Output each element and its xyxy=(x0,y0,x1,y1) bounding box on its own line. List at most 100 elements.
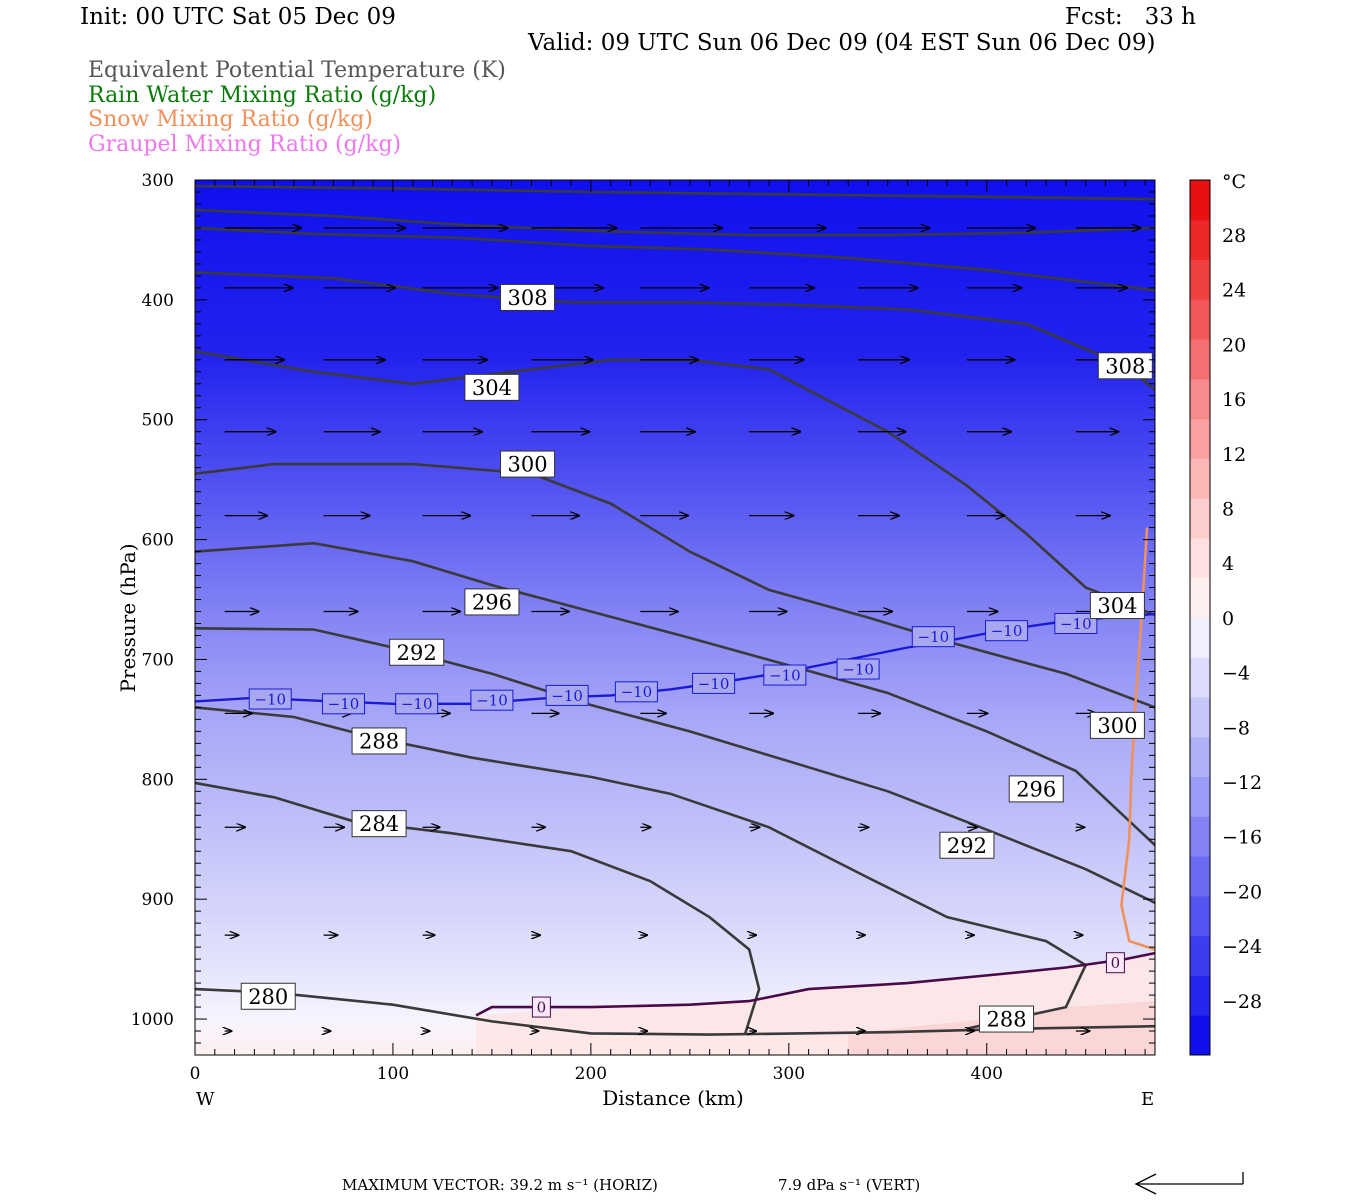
west-label: W xyxy=(196,1089,215,1110)
isotherm-label: −10 xyxy=(476,692,508,710)
isotherm-label: −10 xyxy=(621,683,653,701)
colorbar-label: 20 xyxy=(1222,334,1246,356)
colorbar-label: −4 xyxy=(1222,663,1250,685)
colorbar-segment xyxy=(1190,935,1210,976)
snow-mixing-ratio-contour xyxy=(1120,527,1155,951)
theta-e-label-box xyxy=(240,982,296,1010)
theta-e-label-box xyxy=(1008,775,1064,803)
isotherm-label-box xyxy=(911,626,955,648)
theta-e-label-box xyxy=(979,1005,1035,1033)
isotherm-label-box xyxy=(1054,612,1098,634)
y-tick-label: 500 xyxy=(142,411,174,431)
isotherm-label-box xyxy=(321,693,365,715)
colorbar-segment xyxy=(1190,975,1210,1016)
theta-e-line xyxy=(195,226,1155,292)
colorbar-label: 24 xyxy=(1222,280,1246,302)
theta-e-label: 308 xyxy=(1105,354,1145,378)
theta-e-line xyxy=(195,627,1155,904)
colorbar-unit: °C xyxy=(1222,171,1246,193)
x-tick-label: 100 xyxy=(377,1064,409,1084)
colorbar-segment xyxy=(1190,577,1210,618)
theta-e-label-box xyxy=(1097,352,1153,380)
init-time: Init: 00 UTC Sat 05 Dec 09 xyxy=(80,4,396,30)
theta-e-label-box xyxy=(500,283,556,311)
snow-line xyxy=(1120,527,1155,951)
colorbar-segment xyxy=(1190,339,1210,380)
theta-e-line xyxy=(195,184,1155,201)
colorbar-segment xyxy=(1190,776,1210,817)
colorbar-segment xyxy=(1190,657,1210,698)
y-tick-label: 400 xyxy=(142,291,174,311)
isotherm-label: −10 xyxy=(254,690,286,708)
isotherm-label: −10 xyxy=(991,622,1023,640)
theta-e-label: 288 xyxy=(986,1008,1026,1032)
x-tick-label: 400 xyxy=(971,1064,1003,1084)
y-tick-label: 700 xyxy=(142,650,174,670)
plot-background xyxy=(195,180,1155,1055)
y-tick-label: 800 xyxy=(142,770,174,790)
isotherm-label-box xyxy=(985,620,1029,642)
isotherm-zero: 00 xyxy=(475,951,1155,1018)
east-label: E xyxy=(1141,1089,1154,1110)
colorbar-segment xyxy=(1190,537,1210,579)
colorbar-segment xyxy=(1190,458,1210,499)
legend-entry: Equivalent Potential Temperature (K) xyxy=(88,58,506,83)
isotherm-label-box xyxy=(692,672,736,694)
x-tick-label: 300 xyxy=(773,1064,805,1084)
colorbar-label: −28 xyxy=(1222,991,1262,1013)
isotherm-label: −10 xyxy=(917,628,949,646)
colorbar-label: −16 xyxy=(1222,827,1262,849)
forecast-hour: Fcst: 33 h xyxy=(1065,4,1196,30)
theta-e-label-box xyxy=(389,638,445,666)
y-tick-label: 900 xyxy=(142,890,174,910)
theta-e-label: 304 xyxy=(1097,594,1137,618)
isotherm-label-box xyxy=(763,664,807,686)
colorbar-label: 12 xyxy=(1222,444,1246,466)
isotherm-label: −10 xyxy=(551,687,583,705)
colorbar-segment xyxy=(1190,180,1210,221)
wind-vectors xyxy=(225,228,1141,1031)
isotherm-minus10: −10 −10 −10 −10 −10 −10 −10 −10 −10 −10 −10 −10 xyxy=(195,612,1155,715)
isotherm-label: −10 xyxy=(401,695,433,713)
colorbar-label: 16 xyxy=(1222,389,1246,411)
contour-labels: 280 284 288 292 296 300 304 308 308 304 300 296 292 2… xyxy=(240,283,1153,1033)
reference-vector-icon xyxy=(1134,1172,1244,1195)
theta-e-line xyxy=(195,350,1155,617)
isotherm-label-box xyxy=(614,681,658,703)
theta-e-label: 300 xyxy=(1097,714,1137,738)
valid-time: Valid: 09 UTC Sun 06 Dec 09 (04 EST Sun … xyxy=(528,30,1156,56)
colorbar-segment xyxy=(1190,736,1210,778)
theta-e-label-box xyxy=(1089,592,1145,620)
isotherm-line xyxy=(475,951,1155,1017)
isotherm-label: −10 xyxy=(842,660,874,678)
isotherm-label: −10 xyxy=(698,675,730,693)
colorbar-segment xyxy=(1190,617,1210,658)
theta-e-label: 284 xyxy=(359,812,399,836)
colorbar-segment xyxy=(1190,299,1210,340)
colorbar-segment xyxy=(1190,378,1210,420)
legend-entry: Graupel Mixing Ratio (g/kg) xyxy=(88,131,402,157)
isotherm-label-box xyxy=(395,693,439,715)
colorbar-segment xyxy=(1190,895,1210,937)
isotherm-label-box xyxy=(531,996,551,1018)
y-axis-label: Pressure (hPa) xyxy=(116,544,140,693)
colorbar-segment xyxy=(1190,418,1210,459)
theta-e-label: 300 xyxy=(507,453,547,477)
isotherm-label-box xyxy=(1105,952,1125,974)
legend-entry: Snow Mixing Ratio (g/kg) xyxy=(88,107,373,132)
isotherm-label: −10 xyxy=(769,666,801,684)
colorbar-label: −20 xyxy=(1222,881,1262,903)
isotherm-label-box xyxy=(470,689,514,711)
theta-e-label-box xyxy=(939,831,995,859)
theta-e-label: 288 xyxy=(359,730,399,754)
colorbar-label: 8 xyxy=(1222,499,1234,521)
isotherm-label: 0 xyxy=(537,998,547,1016)
theta-e-label-box xyxy=(500,450,556,478)
theta-e-label: 296 xyxy=(1016,777,1056,801)
theta-e-label-box xyxy=(351,810,407,838)
y-tick-label: 300 xyxy=(142,171,174,191)
colorbar-label: −24 xyxy=(1222,936,1262,958)
colorbar-segment xyxy=(1190,1015,1210,1056)
isotherm-label: 0 xyxy=(1111,954,1121,972)
